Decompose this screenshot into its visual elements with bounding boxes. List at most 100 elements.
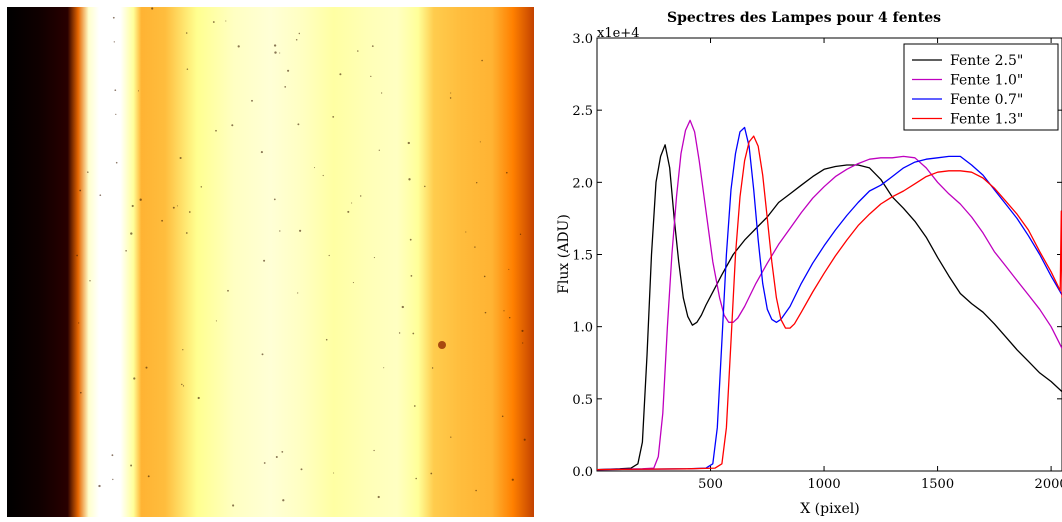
speckle [449, 97, 452, 99]
speckle [479, 141, 481, 143]
speckle [481, 59, 483, 62]
speckle [275, 455, 278, 459]
speckle [295, 38, 298, 41]
speckle [398, 332, 401, 334]
speckle [378, 149, 380, 151]
y-tick-label: 1.0 [572, 321, 593, 336]
speckle [325, 338, 328, 341]
speckle [332, 115, 335, 118]
speckle [412, 332, 415, 335]
speckle [251, 99, 253, 102]
speckle [125, 250, 127, 252]
speckle [111, 454, 114, 457]
legend-label-2: Fente 1.0" [950, 73, 1023, 89]
speckle [333, 472, 335, 474]
speckle [450, 92, 452, 94]
speckle [273, 44, 277, 47]
y-tick-label: 2.0 [572, 176, 593, 191]
speckle [284, 86, 287, 88]
speckle [408, 178, 411, 181]
speckle [279, 230, 281, 232]
y-axis-label: Flux (ADU) [556, 214, 572, 294]
speckle [79, 189, 82, 192]
speckle [114, 89, 117, 92]
speckle [465, 231, 467, 233]
speckle [145, 366, 148, 369]
speckle [181, 383, 183, 386]
legend-label-3: Fente 0.7" [950, 92, 1023, 108]
speckle [281, 450, 284, 453]
speckle [339, 73, 342, 76]
speckle [186, 68, 189, 70]
x-axis-label: X (pixel) [800, 501, 859, 517]
speckle [237, 45, 240, 48]
speckle [300, 468, 303, 471]
speckle [383, 367, 385, 369]
speckle [113, 41, 115, 43]
legend-label-4: Fente 1.3" [950, 112, 1023, 128]
speckle [274, 51, 277, 54]
speckle [413, 405, 416, 407]
speckle [200, 186, 203, 188]
speckle [508, 268, 510, 270]
speckle [76, 254, 78, 257]
speckle [299, 229, 302, 232]
legend-box [903, 43, 1059, 131]
series-line-4 [596, 135, 1062, 471]
speckle [139, 198, 142, 201]
speckle [138, 90, 139, 92]
speckle [287, 69, 290, 72]
detector-image [7, 7, 534, 517]
speckle [130, 464, 133, 467]
detector-image-panel [7, 7, 534, 517]
y-tick-label: 3.0 [572, 32, 593, 47]
speckle [87, 171, 89, 173]
speckle [212, 21, 215, 23]
speckle [357, 50, 359, 52]
speckle [115, 161, 118, 164]
chart-legend: Fente 2.5" Fente 1.0" Fente 0.7" Fente 1.3" [903, 43, 1059, 131]
speckle [373, 449, 375, 452]
speckle [231, 124, 234, 127]
speckle [347, 210, 350, 213]
speckle [505, 171, 508, 174]
speckle [474, 246, 476, 248]
speckle [519, 233, 522, 235]
y-multiplier-label: x1e+4 [597, 26, 639, 41]
speckle [98, 484, 101, 488]
speckle [450, 436, 452, 438]
speckle [172, 206, 175, 209]
speckle [431, 367, 434, 369]
speckle [133, 377, 136, 380]
speckle [261, 353, 264, 356]
series-line-2 [596, 119, 1062, 471]
speckle [407, 141, 410, 145]
y-tick-label: 0.5 [572, 393, 593, 408]
speckle [176, 205, 178, 207]
speckle [410, 275, 413, 277]
speckle [130, 232, 133, 235]
speckle [521, 329, 524, 332]
speckle [260, 151, 263, 154]
speckle [328, 254, 330, 257]
speckle [297, 123, 300, 126]
speckle [188, 211, 191, 213]
x-tick-label: 1000 [808, 477, 841, 492]
speckle [401, 305, 404, 309]
speckle [475, 489, 477, 492]
spectrum-plot-panel: Spectres des Lampes pour 4 fentes x1e+4 … [540, 0, 1062, 522]
speckle [351, 202, 353, 204]
speckle [115, 113, 117, 115]
speckle [476, 182, 478, 184]
image-blemish [438, 341, 446, 349]
detector-image-speckles [76, 7, 526, 507]
series-lines [596, 119, 1062, 471]
speckle [501, 415, 504, 418]
speckle [131, 204, 134, 208]
speckle [409, 238, 412, 241]
speckle [322, 174, 324, 177]
speckle [484, 311, 487, 314]
x-axis-ticks: 500 1000 1500 2000 [698, 38, 1062, 492]
y-axis-ticks: 0.0 0.5 1.0 1.5 2.0 2.5 3.0 [572, 32, 1062, 480]
y-tick-label: 1.5 [572, 249, 593, 264]
